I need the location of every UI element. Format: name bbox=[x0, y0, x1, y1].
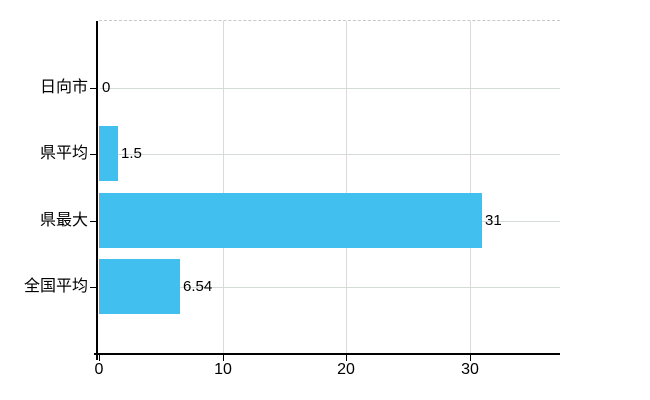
x-tick-label-0: 0 bbox=[94, 361, 104, 378]
bar-県平均 bbox=[99, 126, 118, 181]
category-label-2: 県平均 bbox=[39, 145, 88, 162]
y-gridline bbox=[100, 154, 560, 155]
category-label-3: 県最大 bbox=[39, 212, 88, 229]
x-tick-label-30: 30 bbox=[461, 361, 479, 378]
y-gridline bbox=[100, 88, 560, 89]
category-label-4: 全国平均 bbox=[23, 278, 88, 295]
plot-area-top-border bbox=[99, 20, 560, 21]
y-tick-mark bbox=[90, 287, 97, 288]
x-tick-label-10: 10 bbox=[214, 361, 232, 378]
bar-value-label-3: 31 bbox=[485, 212, 502, 229]
y-gridline bbox=[100, 287, 560, 288]
x-gridline bbox=[346, 21, 347, 354]
x-axis-line bbox=[94, 353, 560, 355]
y-tick-mark bbox=[90, 221, 97, 222]
x-tick-mark bbox=[99, 355, 100, 361]
bar-value-label-1: 0 bbox=[102, 79, 111, 96]
x-tick-label-20: 20 bbox=[337, 361, 355, 378]
y-axis-line bbox=[96, 21, 98, 360]
category-label-1: 日向市 bbox=[39, 79, 88, 96]
bar-全国平均 bbox=[99, 259, 180, 314]
y-tick-mark bbox=[90, 88, 97, 89]
x-tick-mark bbox=[470, 355, 471, 361]
x-gridline bbox=[470, 21, 471, 354]
bar-value-label-2: 1.5 bbox=[121, 145, 142, 162]
bar-県最大 bbox=[99, 193, 482, 248]
x-tick-mark bbox=[223, 355, 224, 361]
x-gridline bbox=[223, 21, 224, 354]
bar-value-label-4: 6.54 bbox=[183, 278, 213, 295]
x-tick-mark bbox=[346, 355, 347, 361]
y-tick-mark bbox=[90, 154, 97, 155]
